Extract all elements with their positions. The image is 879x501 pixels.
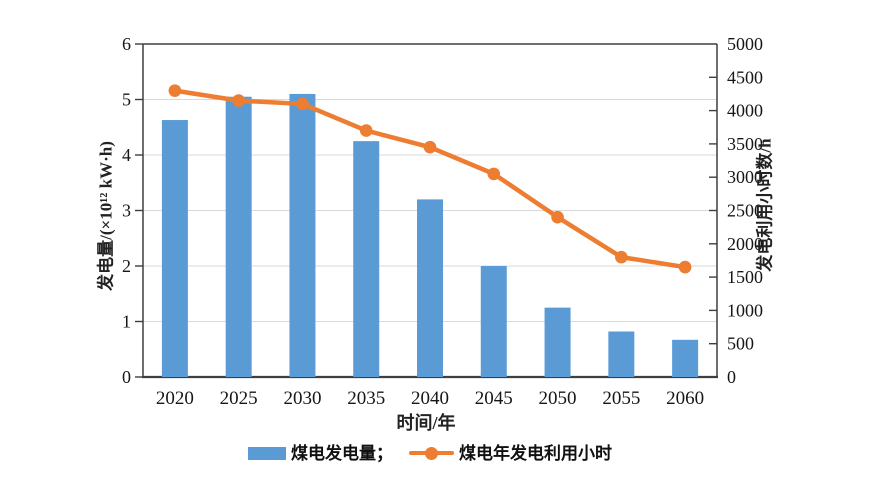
x-tick-label: 2060 [666,388,704,409]
right-tick-label: 5000 [727,34,763,54]
line-marker [168,84,182,97]
left-tick-label: 5 [122,90,131,110]
bar [544,307,571,377]
bar [225,96,252,377]
line-marker [615,250,628,264]
right-tick-label: 4500 [727,67,763,87]
left-tick-label: 1 [122,312,131,332]
legend-item-line: 煤电年发电利用小时 [409,445,612,462]
bar [672,339,699,377]
right-tick-label: 2500 [727,201,763,221]
line-marker [296,97,309,111]
right-axis-title: 发电利用小时数/h [755,138,775,272]
right-tick-label: 500 [727,334,754,354]
left-tick-label: 2 [122,256,131,276]
x-tick-label: 2025 [220,388,258,409]
left-tick-label: 6 [122,34,131,54]
line-marker [551,210,564,224]
line-marker [487,167,501,181]
right-tick-label: 0 [727,367,736,387]
right-tick-label: 2000 [727,234,763,254]
x-tick-label: 2055 [602,388,640,409]
line-marker [359,124,373,137]
line-marker-swatch-icon [409,446,454,460]
line-marker [232,94,245,107]
x-tick-label: 2050 [539,388,577,409]
bar [353,141,380,377]
right-tick-label: 4000 [727,101,763,121]
legend-item-bar: 煤电发电量； [248,445,393,462]
line-marker [423,140,437,154]
legend-line-label: 煤电年发电利用小时 [459,443,612,463]
right-tick-label: 1500 [727,267,763,287]
x-tick-label: 2030 [283,388,321,409]
line-marker [678,260,692,274]
right-tick-label: 1000 [727,300,763,320]
bar-swatch-icon [248,446,286,460]
bar [417,199,443,377]
bar [289,93,316,377]
left-tick-label: 3 [122,201,131,221]
bar [480,266,507,377]
x-tick-label: 2020 [156,388,194,409]
bar [608,331,635,377]
left-tick-label: 4 [122,145,131,165]
x-tick-label: 2040 [411,388,449,409]
legend: 煤电发电量； 煤电年发电利用小时 [143,442,717,464]
x-tick-label: 2045 [475,388,513,409]
x-axis-title: 时间/年 [396,413,456,433]
x-tick-label: 2035 [347,388,385,409]
left-axis-title: 发电量/(×10¹² kW·h) [96,141,116,291]
right-tick-label: 3500 [727,134,763,154]
legend-bar-label: 煤电发电量； [291,443,393,463]
left-tick-label: 0 [122,367,131,387]
bar [161,120,188,377]
right-tick-label: 3000 [727,167,763,187]
